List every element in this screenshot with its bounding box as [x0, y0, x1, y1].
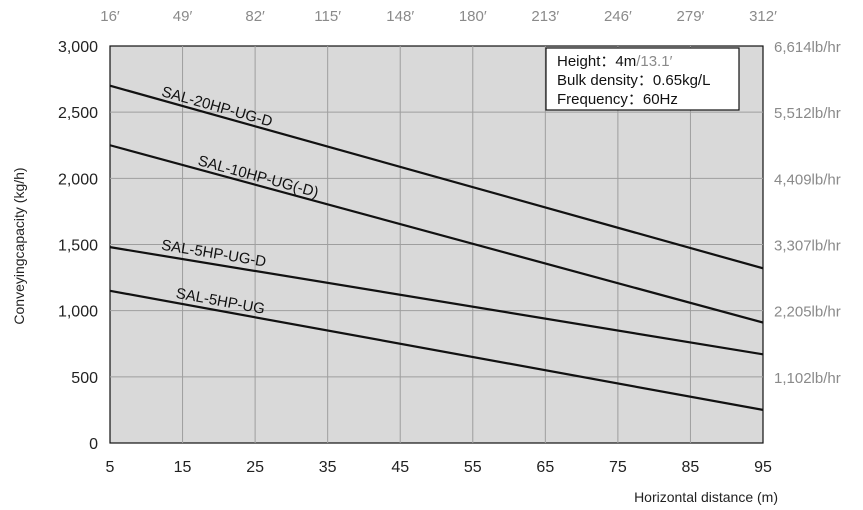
x-tick-label: 25: [246, 459, 264, 476]
legend-bulk-density: Bulk density：0.65kg/L: [557, 72, 710, 89]
y-tick-label: 1,000: [58, 304, 98, 321]
right-tick-label: 2,205lb/hr: [774, 304, 841, 321]
y-tick-label: 2,000: [58, 171, 98, 188]
top-axis-ticks: 16′ 49′ 82′ 115′ 148′ 180′ 213′ 246′ 279′ 312′: [100, 8, 777, 25]
top-tick-label: 82′: [245, 8, 265, 25]
top-tick-label: 180′: [459, 8, 487, 25]
right-tick-label: 5,512lb/hr: [774, 105, 841, 122]
y-axis-title: Conveyingcapacity (kg/h): [11, 167, 27, 324]
series-line: [109, 246, 764, 356]
x-tick-label: 65: [536, 459, 554, 476]
left-axis-ticks: 0 500 1,000 1,500 2,000 2,500 3,000: [58, 39, 98, 453]
series-line: [109, 289, 764, 411]
top-tick-label: 312′: [749, 8, 777, 25]
x-tick-label: 15: [174, 459, 192, 476]
legend-height-alt: /13.1′: [636, 53, 672, 70]
top-tick-label: 148′: [386, 8, 414, 25]
series-lines: [109, 84, 764, 411]
y-tick-label: 2,500: [58, 105, 98, 122]
y-tick-label: 500: [71, 370, 98, 387]
top-tick-label: 246′: [604, 8, 632, 25]
series-line: [109, 84, 764, 270]
right-tick-label: 4,409lb/hr: [774, 171, 841, 188]
y-tick-label: 3,000: [58, 39, 98, 56]
right-axis-ticks: 1,102lb/hr 2,205lb/hr 3,307lb/hr 4,409lb/hr…: [774, 39, 841, 387]
x-tick-label: 75: [609, 459, 627, 476]
x-tick-label: 55: [464, 459, 482, 476]
x-tick-label: 85: [682, 459, 700, 476]
y-tick-label: 0: [89, 436, 98, 453]
right-tick-label: 3,307lb/hr: [774, 238, 841, 255]
series-line: [109, 144, 764, 324]
y-tick-label: 1,500: [58, 238, 98, 255]
bottom-axis-ticks: 5 15 25 35 45 55 65 75 85 95: [106, 459, 772, 476]
x-tick-label: 45: [391, 459, 409, 476]
top-tick-label: 49′: [173, 8, 193, 25]
x-tick-label: 35: [319, 459, 337, 476]
x-tick-label: 95: [754, 459, 772, 476]
legend-height-label: Height：4m: [557, 53, 636, 70]
right-tick-label: 6,614lb/hr: [774, 39, 841, 56]
legend-frequency: Frequency：60Hz: [557, 91, 678, 108]
x-axis-title: Horizontal distance (m): [634, 489, 778, 505]
top-tick-label: 115′: [314, 8, 341, 25]
x-tick-label: 5: [106, 459, 115, 476]
right-tick-label: 1,102lb/hr: [774, 370, 841, 387]
top-tick-label: 213′: [531, 8, 559, 25]
top-tick-label: 16′: [100, 8, 120, 25]
legend-height: Height：4m/13.1′: [557, 53, 673, 70]
top-tick-label: 279′: [677, 8, 705, 25]
legend-box: Height：4m/13.1′ Bulk density：0.65kg/L Fr…: [545, 47, 740, 111]
